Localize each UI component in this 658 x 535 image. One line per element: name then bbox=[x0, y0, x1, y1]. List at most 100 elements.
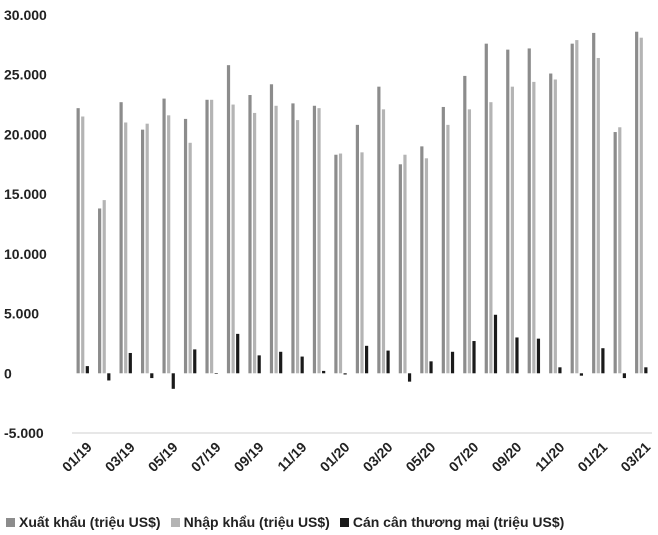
bar-balance bbox=[236, 333, 240, 374]
x-tick-label: 07/19 bbox=[188, 439, 224, 475]
legend: Xuất khẩu (triệu US$) Nhập khẩu (triệu U… bbox=[6, 512, 656, 532]
bar-export bbox=[140, 129, 145, 374]
y-tick-label: 15.000 bbox=[4, 186, 47, 202]
bar-export bbox=[291, 103, 295, 374]
x-tick-label: 09/20 bbox=[488, 439, 524, 475]
y-tick-label: 30.000 bbox=[4, 7, 47, 23]
y-tick-label: 0 bbox=[4, 365, 12, 381]
bar-import bbox=[102, 200, 106, 374]
bar-import bbox=[274, 105, 278, 374]
x-tick-label: 11/19 bbox=[274, 439, 310, 475]
bar-import bbox=[403, 154, 407, 374]
bar-export bbox=[183, 118, 188, 374]
bar-import bbox=[510, 86, 514, 374]
bar-balance bbox=[429, 361, 433, 374]
bar-balance bbox=[493, 314, 498, 374]
bar-export bbox=[441, 106, 445, 374]
bar-balance bbox=[579, 373, 584, 376]
bar-balance bbox=[300, 356, 304, 374]
bar-export bbox=[205, 99, 209, 374]
y-tick-label: 10.000 bbox=[4, 246, 47, 262]
bar-balance bbox=[193, 349, 197, 374]
bar-balance bbox=[150, 373, 154, 379]
bar-balance bbox=[214, 373, 218, 374]
x-tick-label: 03/20 bbox=[360, 439, 396, 475]
bar-balance bbox=[536, 338, 541, 374]
bar-balance bbox=[365, 345, 369, 374]
bar-balance bbox=[386, 350, 390, 374]
legend-item-balance: Cán cân thương mại (triệu US$) bbox=[339, 514, 565, 530]
bar-import bbox=[553, 79, 557, 374]
bar-export bbox=[635, 31, 639, 374]
bar-export bbox=[592, 32, 596, 374]
bar-import bbox=[532, 81, 536, 374]
bar-balance bbox=[343, 373, 347, 375]
bar-balance bbox=[107, 373, 111, 381]
bar-balance bbox=[622, 373, 626, 379]
bar-import bbox=[231, 104, 235, 374]
bar-export bbox=[269, 84, 274, 374]
bar-import bbox=[317, 108, 321, 374]
bar-balance bbox=[472, 341, 476, 374]
bar-export bbox=[119, 102, 123, 374]
bar-export bbox=[613, 132, 617, 374]
bar-balance bbox=[601, 348, 605, 374]
bar-balance bbox=[128, 352, 132, 374]
bar-export bbox=[248, 95, 252, 374]
y-tick-label: 20.000 bbox=[4, 126, 47, 142]
bar-import bbox=[252, 112, 257, 374]
legend-swatch-balance bbox=[339, 517, 349, 527]
bar-import bbox=[596, 57, 600, 374]
bar-import bbox=[446, 124, 450, 374]
bar-export bbox=[527, 48, 531, 374]
bar-import bbox=[124, 122, 128, 374]
bar-export bbox=[484, 43, 488, 374]
x-tick-label: 05/19 bbox=[145, 439, 181, 475]
bar-import bbox=[575, 40, 579, 374]
bar-export bbox=[334, 154, 338, 374]
bar-import bbox=[338, 153, 343, 374]
bar-export bbox=[312, 105, 317, 374]
bar-import bbox=[145, 123, 149, 374]
bar-import bbox=[360, 152, 364, 374]
bar-export bbox=[226, 65, 231, 374]
bar-balance bbox=[450, 351, 455, 374]
bar-export bbox=[398, 164, 402, 374]
x-tick-label: 03/21 bbox=[617, 439, 653, 475]
legend-item-export: Xuất khẩu (triệu US$) bbox=[6, 514, 161, 530]
bar-import bbox=[639, 37, 643, 374]
x-tick-label: 01/19 bbox=[59, 439, 95, 475]
bar-import bbox=[210, 99, 214, 374]
bar-balance bbox=[171, 373, 175, 389]
legend-item-import: Nhập khẩu (triệu US$) bbox=[170, 514, 330, 530]
x-tick-label: 01/21 bbox=[574, 439, 610, 475]
bar-import bbox=[167, 115, 171, 374]
bar-export bbox=[463, 75, 467, 374]
bar-import bbox=[489, 102, 493, 374]
bar-balance bbox=[515, 337, 519, 374]
chart: 30.000 25.000 20.000 15.000 10.000 5.000 0 -5.0… bbox=[4, 7, 654, 475]
bar-import bbox=[424, 158, 429, 374]
x-tick-label: 09/19 bbox=[231, 439, 267, 475]
x-tick-label: 11/20 bbox=[532, 439, 568, 475]
bar-export bbox=[570, 43, 574, 374]
bar-export bbox=[377, 86, 381, 374]
x-tick-label: 05/20 bbox=[402, 439, 438, 475]
bar-export bbox=[549, 73, 553, 374]
bar-export bbox=[506, 49, 510, 374]
x-tick-label: 03/19 bbox=[102, 439, 138, 475]
bar-import bbox=[618, 127, 622, 374]
legend-label-balance: Cán cân thương mại (triệu US$) bbox=[352, 514, 565, 530]
y-tick-label: 5.000 bbox=[4, 306, 39, 322]
bar-balance bbox=[322, 370, 326, 374]
legend-swatch-export bbox=[6, 517, 15, 527]
bar-balance bbox=[558, 367, 562, 374]
legend-label-import: Nhập khẩu (triệu US$) bbox=[183, 514, 330, 530]
bar-import bbox=[81, 116, 85, 374]
bar-import bbox=[467, 109, 472, 374]
bar-import bbox=[295, 120, 300, 374]
bar-balance bbox=[257, 355, 261, 374]
y-tick-label: -5.000 bbox=[4, 425, 44, 441]
x-tick-label: 01/20 bbox=[317, 439, 353, 475]
bar-import bbox=[188, 142, 192, 374]
